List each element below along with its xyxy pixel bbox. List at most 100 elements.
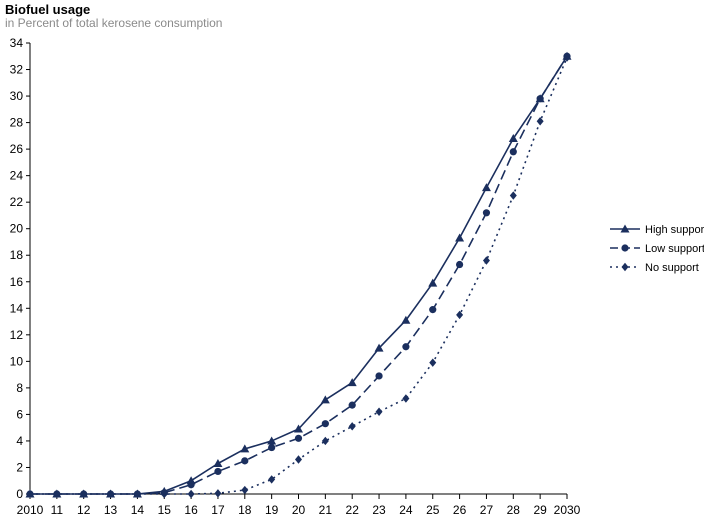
y-tick-label: 14 xyxy=(10,301,24,315)
x-tick-label: 26 xyxy=(453,503,467,517)
y-tick-label: 4 xyxy=(16,434,23,448)
legend-marker-high-support xyxy=(620,224,630,233)
chart-title: Biofuel usage xyxy=(5,2,91,17)
data-point-no-support xyxy=(456,310,464,320)
data-point-no-support xyxy=(53,489,61,499)
data-point-high-support xyxy=(401,315,411,324)
legend-label-high-support: High support xyxy=(645,224,704,236)
y-tick-label: 26 xyxy=(10,142,24,156)
data-point-low-support xyxy=(214,467,222,476)
x-tick-label: 18 xyxy=(238,503,252,517)
data-point-low-support xyxy=(268,443,276,452)
x-tick-label: 12 xyxy=(77,503,91,517)
legend-item-low-support: Low support xyxy=(610,243,704,255)
x-tick-label: 21 xyxy=(319,503,333,517)
legend: High support Low support No support xyxy=(610,224,704,274)
x-tick-label: 27 xyxy=(480,503,494,517)
x-tick-label: 15 xyxy=(158,503,172,517)
legend-marker-no-support xyxy=(621,262,629,272)
x-tick-label: 2030 xyxy=(554,503,581,517)
y-tick-label: 20 xyxy=(10,222,24,236)
data-point-low-support xyxy=(241,457,249,465)
series-no-support xyxy=(26,53,571,499)
chart-subtitle: in Percent of total kerosene consumption xyxy=(5,16,223,30)
data-point-high-support xyxy=(374,343,384,352)
data-point-no-support xyxy=(536,117,544,126)
data-point-no-support xyxy=(509,191,517,200)
legend-marker-low-support xyxy=(621,244,629,252)
data-point-no-support xyxy=(295,455,302,464)
x-tick-label: 11 xyxy=(51,503,64,517)
legend-label-low-support: Low support xyxy=(645,243,704,255)
data-point-no-support xyxy=(26,489,34,499)
x-tick-label: 24 xyxy=(399,503,413,517)
data-point-no-support xyxy=(241,485,249,495)
data-point-low-support xyxy=(456,260,464,269)
x-tick-label: 14 xyxy=(131,503,145,517)
x-tick-label: 16 xyxy=(184,503,198,517)
x-tick-label: 2010 xyxy=(17,503,44,517)
data-point-no-support xyxy=(321,436,329,446)
series-high-support xyxy=(25,51,572,498)
data-point-no-support xyxy=(107,489,115,499)
y-tick-label: 24 xyxy=(10,169,24,183)
x-tick-label: 29 xyxy=(533,503,547,517)
data-point-low-support xyxy=(482,209,491,217)
data-point-high-support xyxy=(455,233,465,242)
data-point-no-support xyxy=(80,489,88,499)
data-point-high-support xyxy=(481,183,491,192)
series-low-support xyxy=(26,52,571,498)
y-tick-label: 8 xyxy=(16,381,23,395)
data-point-no-support xyxy=(375,407,383,416)
data-point-high-support xyxy=(428,278,438,287)
data-point-no-support xyxy=(160,489,168,499)
y-tick-label: 0 xyxy=(16,487,23,501)
x-tick-label: 23 xyxy=(372,503,386,517)
data-point-no-support xyxy=(402,394,410,403)
x-tick-label: 19 xyxy=(265,503,279,517)
data-point-low-support xyxy=(348,401,356,409)
data-point-no-support xyxy=(429,358,437,367)
y-tick-label: 2 xyxy=(16,460,23,474)
x-tick-label: 22 xyxy=(346,503,360,517)
y-tick-label: 6 xyxy=(16,407,23,421)
data-point-no-support xyxy=(482,256,490,265)
y-tick-label: 30 xyxy=(10,89,24,103)
y-tick-label: 28 xyxy=(10,116,24,130)
data-point-no-support xyxy=(563,53,571,62)
data-point-high-support xyxy=(294,424,303,433)
y-tick-label: 32 xyxy=(10,63,24,77)
data-point-high-support xyxy=(267,436,277,445)
data-point-low-support xyxy=(536,95,544,103)
x-tick-label: 13 xyxy=(104,503,118,517)
data-point-low-support xyxy=(294,434,303,442)
y-tick-label: 10 xyxy=(10,354,24,368)
data-point-no-support xyxy=(187,489,195,499)
legend-label-no-support: No support xyxy=(645,262,699,274)
series-layer xyxy=(25,51,572,499)
data-point-low-support xyxy=(509,148,517,156)
data-point-high-support xyxy=(213,458,223,467)
data-point-no-support xyxy=(214,489,222,498)
data-point-high-support xyxy=(320,395,330,404)
y-tick-label: 16 xyxy=(10,275,24,289)
legend-item-no-support: No support xyxy=(610,262,699,274)
x-tick-label: 25 xyxy=(426,503,440,517)
data-point-low-support xyxy=(187,481,195,489)
data-point-low-support xyxy=(429,306,437,314)
data-point-high-support xyxy=(508,134,518,143)
data-point-low-support xyxy=(402,343,410,351)
x-tick-label: 28 xyxy=(507,503,521,517)
data-point-high-support xyxy=(347,378,357,387)
legend-item-high-support: High support xyxy=(610,224,704,236)
data-point-low-support xyxy=(321,420,329,428)
data-point-no-support xyxy=(348,422,356,431)
x-tick-label: 20 xyxy=(292,503,306,517)
data-point-no-support xyxy=(133,489,141,499)
y-tick-label: 12 xyxy=(10,328,24,342)
data-point-no-support xyxy=(268,475,276,484)
y-tick-label: 22 xyxy=(10,195,24,209)
data-point-low-support xyxy=(375,372,383,380)
